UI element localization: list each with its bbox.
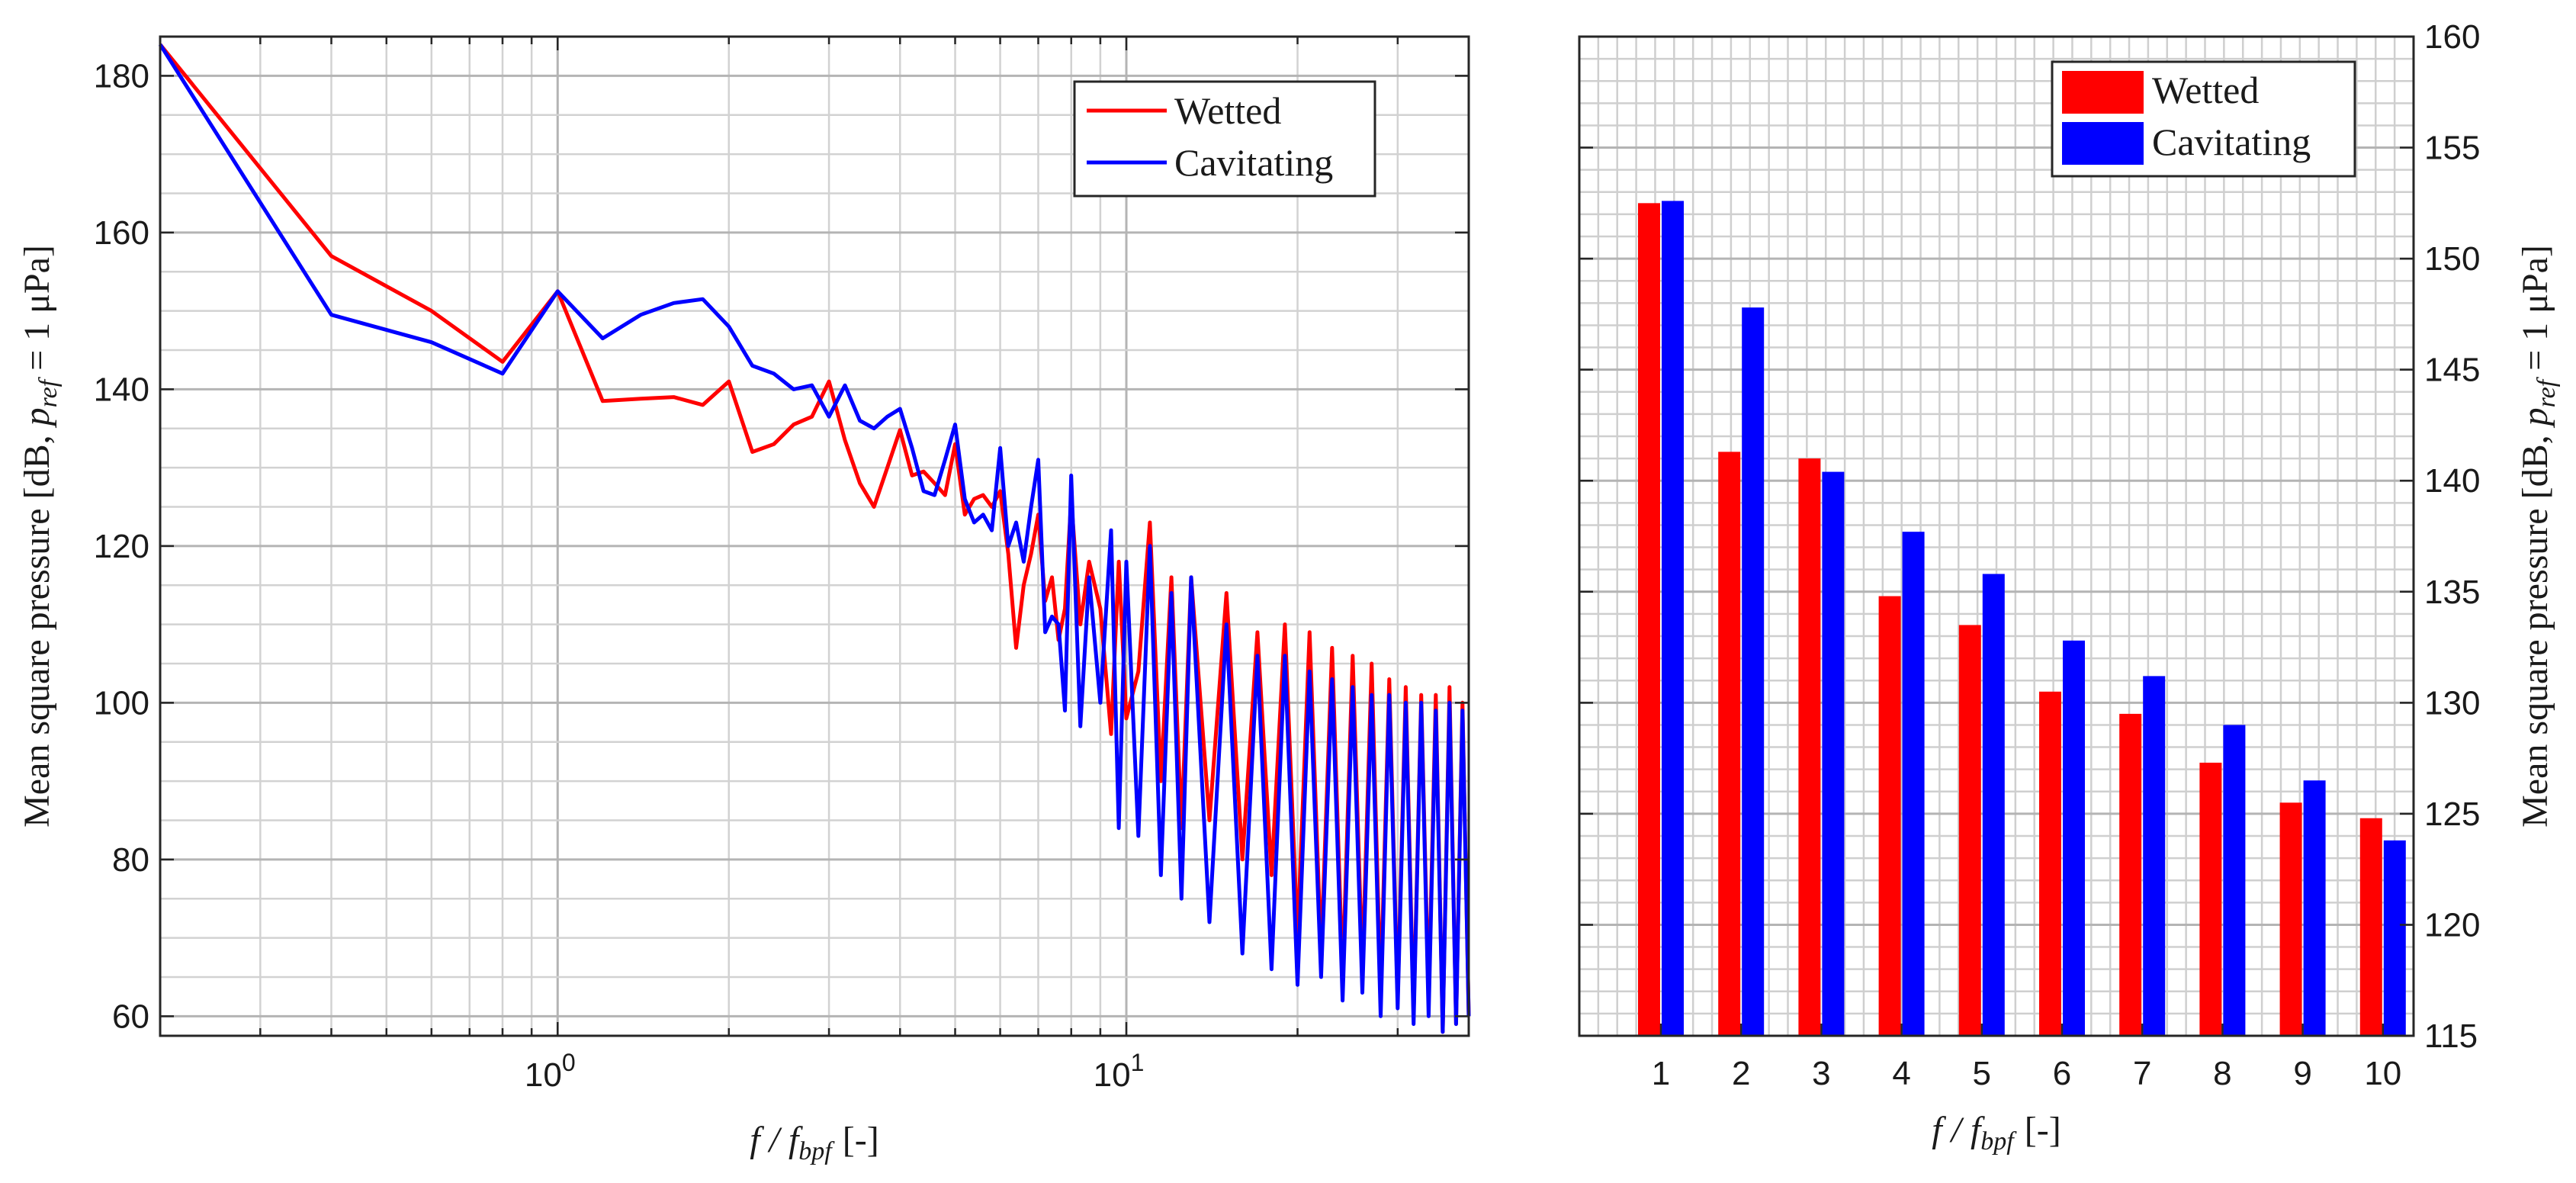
legend-swatch-wetted [2062, 71, 2144, 114]
left-plot-area [160, 37, 1469, 1036]
x-tick-label: 9 [2293, 1055, 2311, 1092]
bar-wetted-2 [1718, 452, 1741, 1036]
y-tick-label: 120 [94, 528, 149, 565]
bar-cavitating-6 [2063, 640, 2085, 1036]
y-tick-label: 100 [94, 684, 149, 722]
left-tick-marks [159, 37, 1470, 1036]
right-bars [1638, 201, 2406, 1037]
x-tick-label: 7 [2133, 1055, 2151, 1092]
x-tick-label: 8 [2213, 1055, 2231, 1092]
bar-wetted-9 [2279, 802, 2302, 1036]
y-tick-label: 145 [2424, 352, 2480, 389]
legend-label-cavitating: Cavitating [1174, 141, 1333, 184]
y-tick-label: 120 [2424, 906, 2480, 944]
left-legend-box [1073, 80, 1376, 198]
x-tick-label: 5 [1973, 1055, 1991, 1092]
left-chart-panel: 60 80 100 120 140 160 180 100 101 Wetted Cavita… [17, 35, 1471, 1165]
right-y-axis-label: Mean square pressure [dB, pref = 1 μPa] [2515, 245, 2561, 828]
y-tick-label: 125 [2424, 796, 2480, 833]
left-x-tick-labels: 100 101 [525, 1049, 1145, 1094]
bar-wetted-5 [1958, 625, 1981, 1036]
bar-wetted-1 [1638, 203, 1660, 1036]
x-tick-label: 100 [525, 1049, 576, 1094]
y-tick-label: 160 [2424, 18, 2480, 56]
bar-cavitating-7 [2143, 676, 2166, 1036]
bar-cavitating-4 [1902, 532, 1925, 1036]
y-tick-label: 80 [112, 841, 149, 879]
bar-cavitating-8 [2223, 725, 2246, 1036]
y-tick-label: 135 [2424, 574, 2480, 611]
y-tick-label: 140 [2424, 462, 2480, 500]
right-plot-frame [1578, 35, 2415, 1037]
line-cavitating [158, 43, 1471, 1034]
right-legend: Wetted Cavitating [2051, 60, 2356, 178]
y-tick-label: 140 [94, 371, 149, 408]
bar-wetted-7 [2119, 713, 2142, 1036]
x-tick-label: 2 [1732, 1055, 1750, 1092]
legend-label-wetted: Wetted [1174, 89, 1281, 132]
right-x-axis-label: f / fbpf [-] [1932, 1110, 2060, 1156]
y-tick-label: 180 [94, 57, 149, 95]
right-y-tick-labels: 115 120 125 130 135 140 145 150 155 160 [2424, 18, 2480, 1055]
x-tick-label: 1 [1652, 1055, 1670, 1092]
right-chart-panel: 115 120 125 130 135 140 145 150 155 160 1 2 3 4 5 6 7 8 9… [1578, 18, 2561, 1156]
bar-cavitating-1 [1662, 201, 1684, 1036]
right-tick-marks [1579, 35, 2414, 1037]
left-series-lines [158, 43, 1471, 1034]
left-legend: Wetted Cavitating [1073, 80, 1376, 198]
left-y-axis-label: Mean square pressure [dB, pref = 1 μPa] [17, 245, 63, 828]
x-tick-label: 4 [1892, 1055, 1910, 1092]
bar-wetted-3 [1798, 458, 1821, 1036]
left-x-axis-label: f / fbpf [-] [750, 1120, 878, 1165]
y-tick-label: 60 [112, 998, 149, 1035]
bar-wetted-8 [2199, 762, 2222, 1036]
bar-cavitating-5 [1982, 574, 2005, 1036]
y-tick-label: 155 [2424, 130, 2480, 167]
y-tick-label: 130 [2424, 684, 2480, 722]
y-tick-label: 150 [2424, 240, 2480, 278]
x-tick-label: 6 [2053, 1055, 2071, 1092]
bar-cavitating-9 [2303, 780, 2326, 1036]
x-tick-label: 101 [1094, 1049, 1145, 1094]
legend-label-wetted: Wetted [2152, 69, 2259, 111]
y-tick-label: 115 [2424, 1017, 2478, 1055]
right-x-tick-labels: 1 2 3 4 5 6 7 8 9 10 [1652, 1055, 2402, 1092]
bar-cavitating-2 [1742, 307, 1765, 1037]
left-y-tick-labels: 60 80 100 120 140 160 180 [94, 57, 149, 1035]
bar-cavitating-3 [1822, 471, 1845, 1036]
bar-wetted-6 [2039, 691, 2061, 1036]
bar-cavitating-10 [2383, 840, 2406, 1036]
legend-label-cavitating: Cavitating [2152, 121, 2311, 163]
x-tick-label: 3 [1812, 1055, 1830, 1092]
y-tick-label: 160 [94, 214, 149, 252]
x-tick-label: 10 [2364, 1055, 2401, 1092]
bar-wetted-4 [1878, 596, 1901, 1036]
left-plot-frame [159, 35, 1470, 1037]
legend-swatch-cavitating [2062, 122, 2144, 165]
bar-wetted-10 [2359, 818, 2382, 1036]
